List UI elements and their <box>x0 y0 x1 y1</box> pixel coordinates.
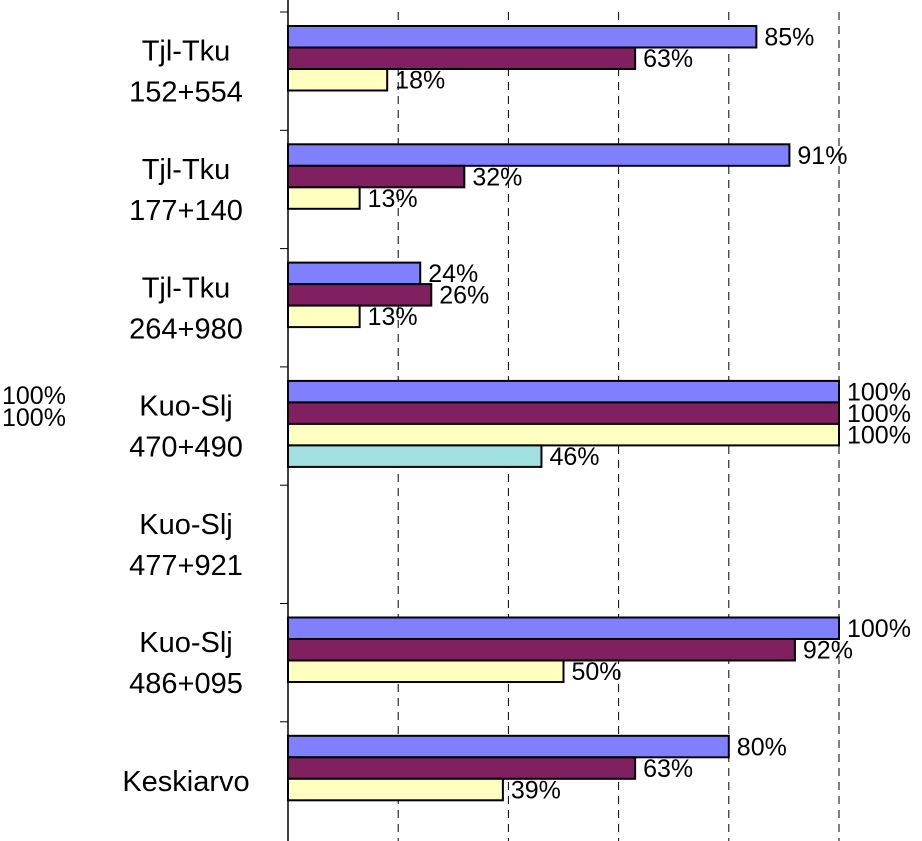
data-label: 39% <box>511 776 561 804</box>
bar <box>287 143 791 167</box>
bar <box>287 616 840 640</box>
data-label: 46% <box>549 443 599 471</box>
bar <box>287 46 637 70</box>
bar <box>287 444 543 468</box>
bar <box>287 401 840 425</box>
bar <box>287 68 389 92</box>
data-label: 50% <box>572 658 622 686</box>
category-label: Tjl-Tku 264+980 <box>129 272 243 345</box>
bar <box>287 304 361 329</box>
bar <box>287 379 840 404</box>
category-label: Kuo-Slj 477+921 <box>129 509 243 582</box>
data-label: 63% <box>643 755 693 783</box>
category-label: Tjl-Tku 152+554 <box>129 36 243 109</box>
bar <box>287 164 466 189</box>
bar <box>287 422 840 447</box>
bar <box>287 756 637 780</box>
bar <box>287 777 504 802</box>
data-label: 18% <box>395 67 445 95</box>
bar <box>287 261 422 286</box>
category-label: Tjl-Tku 177+140 <box>129 154 243 227</box>
data-label: 100% <box>847 400 911 428</box>
data-label: 63% <box>643 45 693 73</box>
data-label: 80% <box>737 733 787 761</box>
stray-data-label: 100% <box>2 404 66 432</box>
data-label: 32% <box>472 163 522 191</box>
bar <box>287 659 565 683</box>
data-label: 24% <box>428 260 478 288</box>
data-label: 100% <box>847 615 911 643</box>
category-label: Kuo-Slj 486+095 <box>129 627 243 700</box>
data-label: 13% <box>368 185 418 213</box>
data-label: 100% <box>847 378 911 406</box>
bar <box>287 186 361 210</box>
data-label: 13% <box>368 303 418 331</box>
data-label: 100% <box>847 421 911 449</box>
bar <box>287 638 796 662</box>
stray-data-label: 100% <box>2 382 66 410</box>
category-label: Kuo-Slj 470+490 <box>129 391 243 464</box>
data-label: 85% <box>764 24 814 52</box>
category-label: Keskiarvo <box>122 766 249 798</box>
data-label: 26% <box>439 282 489 310</box>
data-label: 91% <box>797 142 847 170</box>
data-label: 92% <box>803 637 853 665</box>
